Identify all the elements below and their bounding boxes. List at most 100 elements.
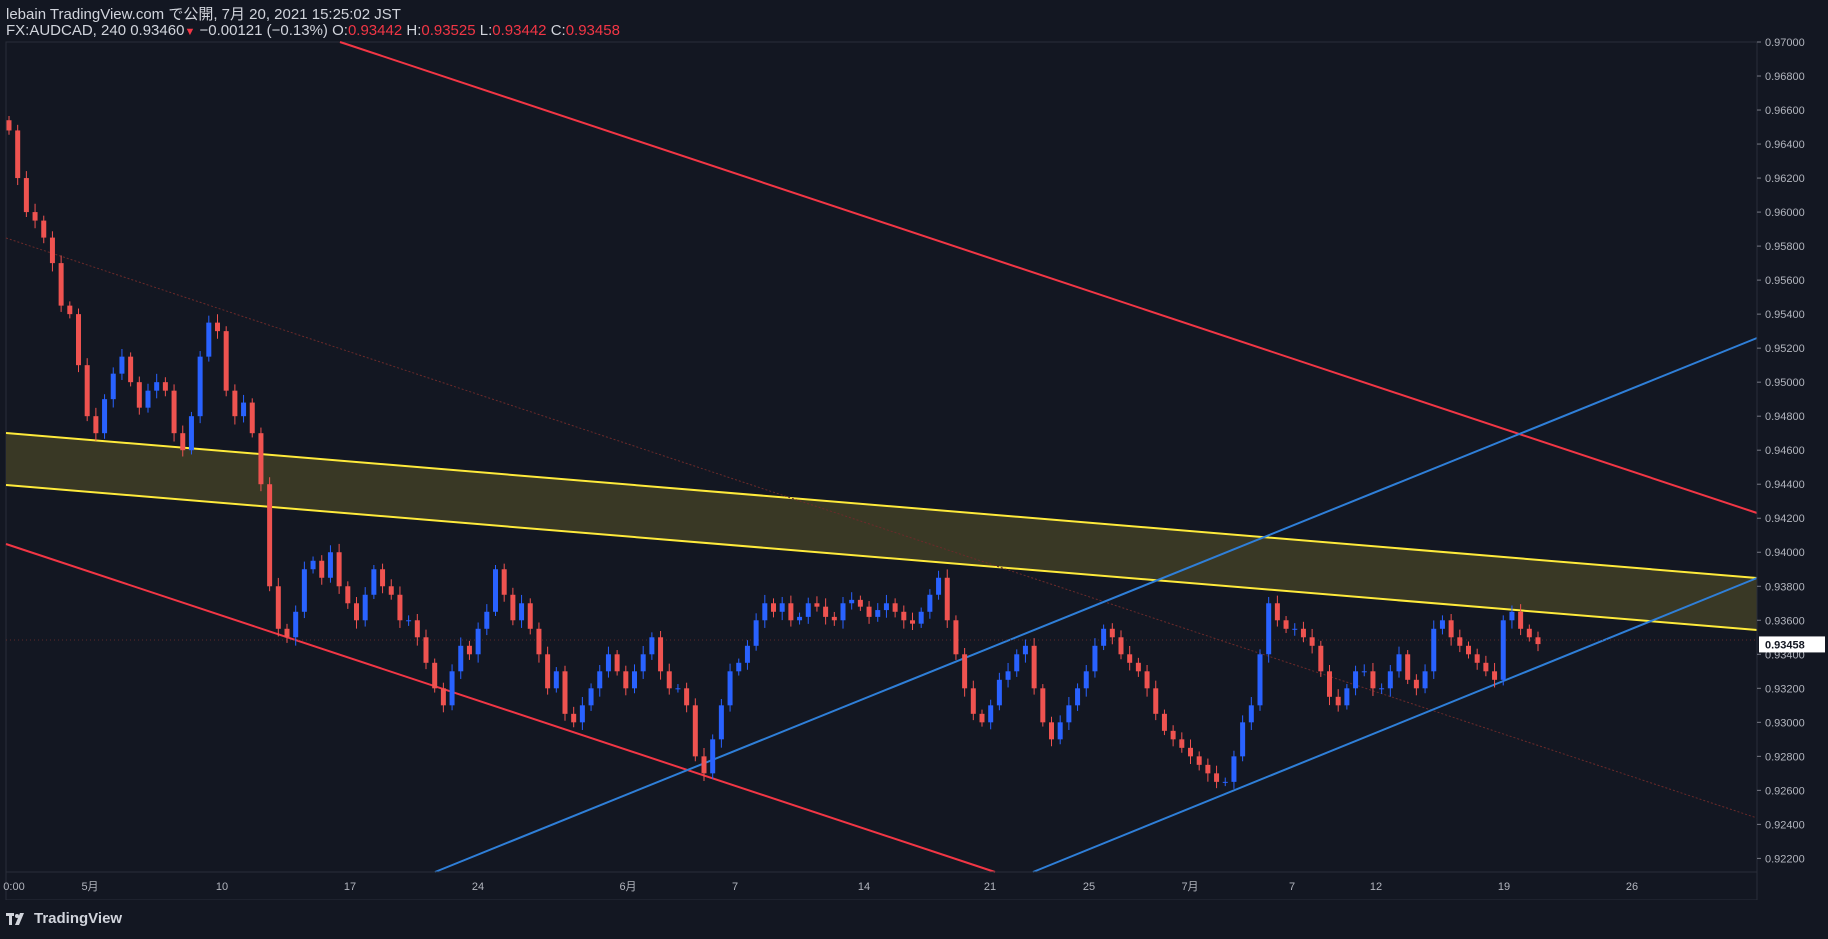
open-value: 0.93442 [347, 22, 403, 39]
candle [1387, 665, 1393, 697]
candle [1492, 662, 1498, 688]
candle [458, 637, 464, 679]
candle-body [692, 705, 698, 757]
candle-body [1257, 654, 1263, 706]
candle [380, 563, 386, 594]
candle [1448, 613, 1454, 646]
candle-body [1266, 603, 1272, 655]
candle [753, 613, 759, 651]
candle [1422, 664, 1428, 694]
candle-body [1379, 688, 1385, 690]
candle [849, 592, 855, 610]
candle-body [275, 586, 281, 629]
candle-body [345, 586, 351, 604]
time-tick-label: 7 [1289, 881, 1295, 893]
candle-body [241, 402, 247, 417]
candle [1049, 716, 1054, 747]
candle-body [423, 637, 429, 663]
candle [293, 605, 299, 646]
candle [171, 384, 177, 442]
candle [180, 425, 186, 457]
candle-body [310, 560, 316, 570]
candle-body [1309, 637, 1315, 646]
candle [1300, 621, 1306, 643]
low-value: 0.93442 [492, 22, 547, 39]
candle [15, 124, 21, 186]
candle-body [640, 654, 646, 672]
candle-body [397, 594, 403, 621]
candle [1413, 674, 1419, 696]
candle [310, 556, 316, 574]
candle-body [588, 688, 594, 706]
candle-body [797, 616, 803, 621]
candle [1483, 655, 1489, 677]
candle-body [1518, 611, 1524, 629]
candle [1309, 628, 1315, 654]
candle [692, 698, 698, 762]
candle-body [23, 178, 29, 213]
price-axis[interactable]: 0.97000 0.96800 0.96600 0.96400 0.96200 0.960… [1756, 37, 1825, 900]
candle-body [632, 671, 637, 689]
candle [1509, 605, 1515, 629]
time-axis[interactable]: 0:00 5月 10 17 24 6月 7 14 21 25 7月 7 12 19 26 [3, 871, 1757, 893]
candle-body [1448, 620, 1454, 638]
candle-body [927, 594, 933, 612]
candle [449, 664, 455, 711]
price-tick-label: 0.96200 [1765, 173, 1805, 185]
candle [493, 565, 498, 617]
candle-body [1179, 739, 1185, 748]
candle-body [988, 705, 994, 723]
candle-body [197, 356, 203, 417]
candle [597, 665, 603, 697]
candle-body [458, 645, 464, 672]
candle-body [32, 212, 38, 221]
candle-body [1022, 645, 1028, 655]
candle [136, 376, 142, 415]
candle [988, 699, 994, 730]
tradingview-brand: TradingView [34, 910, 123, 927]
candle-body [1196, 756, 1202, 765]
upper-blue-trendline [434, 337, 1758, 873]
candle-body [1500, 620, 1506, 680]
candle-body [979, 713, 985, 723]
price-tick-label: 0.96000 [1765, 207, 1805, 219]
candle [1118, 630, 1124, 660]
candle-body [432, 662, 438, 689]
price-tick-label: 0.96800 [1765, 71, 1805, 83]
candle-body [249, 402, 255, 434]
candle [1231, 750, 1237, 789]
candle-body [857, 599, 863, 607]
candle-body [293, 611, 299, 638]
candle [41, 215, 47, 244]
tradingview-logo[interactable]: TradingView [6, 910, 122, 927]
candle [1292, 623, 1298, 636]
candle [1283, 616, 1289, 634]
candle [1318, 640, 1324, 677]
candle [206, 315, 212, 362]
candle [414, 613, 420, 646]
price-chart[interactable]: 0.97000 0.96800 0.96600 0.96400 0.96200 0.960… [0, 0, 1828, 900]
candle [614, 650, 620, 676]
candle-body [1248, 705, 1254, 723]
price-tick-label: 0.94600 [1765, 445, 1805, 457]
candle-body [1205, 764, 1211, 774]
candle-body [1370, 671, 1376, 689]
candle [675, 684, 681, 693]
candle [1083, 665, 1089, 697]
candle-body [788, 603, 794, 621]
price-tick-label: 0.95800 [1765, 241, 1805, 253]
candle-body [779, 603, 785, 612]
candle [1040, 684, 1046, 727]
close-value: 0.93458 [565, 22, 620, 39]
candle [944, 569, 950, 628]
candle [866, 601, 872, 624]
candle-body [1083, 671, 1089, 689]
candle [970, 680, 976, 721]
candle [527, 598, 533, 635]
candle-body [1214, 773, 1220, 782]
candle-body [1344, 688, 1350, 706]
candle-body [406, 620, 412, 622]
price-tick-label: 0.94800 [1765, 411, 1805, 423]
candle [388, 579, 394, 600]
candle-body [814, 603, 820, 607]
